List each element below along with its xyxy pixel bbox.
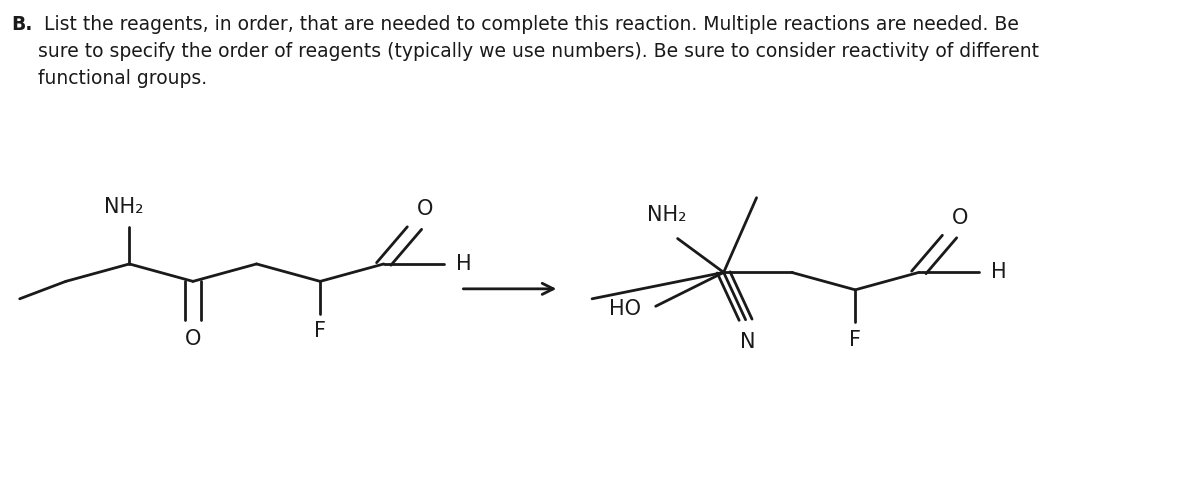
Text: NH₂: NH₂ xyxy=(647,205,686,225)
Text: H: H xyxy=(456,254,472,274)
Text: HO: HO xyxy=(608,299,641,319)
Text: O: O xyxy=(418,199,433,219)
Text: H: H xyxy=(991,262,1007,282)
Text: F: F xyxy=(314,321,326,341)
Text: B.: B. xyxy=(11,15,32,34)
Text: O: O xyxy=(953,208,968,228)
Text: N: N xyxy=(740,332,756,352)
Text: O: O xyxy=(185,329,202,349)
Text: List the reagents, in order, that are needed to complete this reaction. Multiple: List the reagents, in order, that are ne… xyxy=(38,15,1039,89)
Text: NH₂: NH₂ xyxy=(104,197,144,217)
Text: F: F xyxy=(850,330,862,350)
